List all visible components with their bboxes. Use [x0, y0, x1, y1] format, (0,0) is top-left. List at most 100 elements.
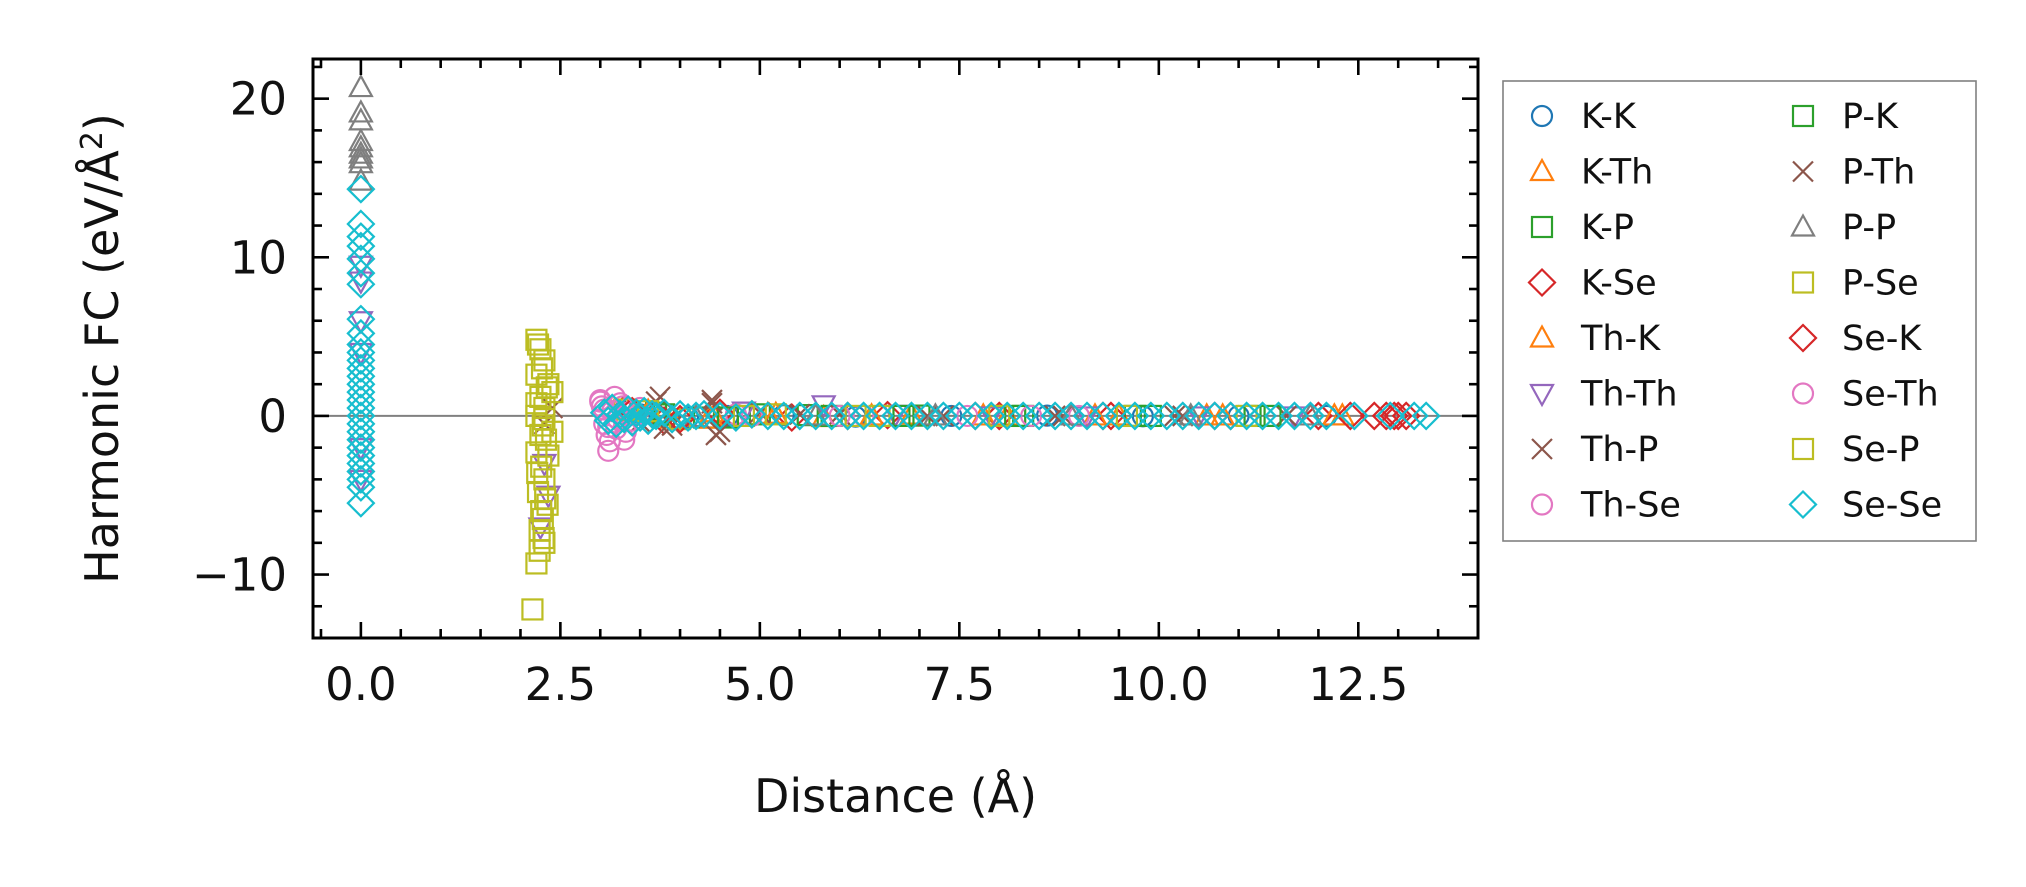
data-point [348, 167, 374, 191]
data-point [346, 456, 376, 486]
data-point [665, 404, 695, 434]
legend-label: Se-P [1842, 430, 1920, 470]
data-point [346, 441, 376, 471]
data-point [1209, 402, 1236, 426]
legend-label: K-Se [1581, 264, 1657, 304]
legend-marker [1530, 493, 1554, 516]
legend-entry: K-K [1530, 97, 1637, 137]
legend-entry: K-Th [1529, 153, 1653, 193]
data-point [346, 417, 376, 447]
x-tick-label: 12.5 [1308, 658, 1408, 711]
data-point [348, 311, 374, 335]
series-p-se [521, 328, 1258, 621]
data-point [1235, 404, 1258, 428]
data-point [346, 329, 376, 360]
legend-label: K-Th [1581, 153, 1653, 193]
y-tick-label: −10 [192, 549, 287, 602]
legend-label: Th-Th [1580, 375, 1678, 415]
data-point [1193, 402, 1220, 426]
legend-entry: P-Se [1791, 264, 1919, 304]
data-point [348, 73, 374, 98]
data-point [1339, 401, 1369, 431]
axis-ticks: 0.0 2.5 5.0 7.5 10.0 12.5 −10 0 10 20 [192, 59, 1480, 711]
legend-marker [1529, 324, 1555, 348]
legend: K-K K-Th K-P K-Se Th-K Th-Th Th-P Th-Se P-K P-Th P… [1502, 80, 1977, 542]
data-point [1052, 405, 1074, 427]
data-point [346, 425, 376, 455]
data-point [346, 337, 376, 368]
data-point [1335, 401, 1365, 431]
data-point [1096, 401, 1126, 431]
data-point [348, 149, 374, 174]
legend-marker [1791, 382, 1815, 405]
x-tick-label: 10.0 [1109, 658, 1209, 711]
legend-entry: Se-Th [1791, 375, 1939, 415]
axes-border [311, 57, 1480, 640]
data-point [533, 531, 556, 554]
data-point [1371, 401, 1401, 431]
data-point [1177, 402, 1204, 426]
legend-entry: P-P [1790, 208, 1896, 248]
legend-marker [1788, 323, 1818, 353]
data-point [625, 402, 655, 433]
data-point [346, 353, 376, 383]
data-point [348, 99, 374, 123]
legend-label: P-P [1842, 208, 1896, 248]
data-point [346, 448, 376, 479]
series-se-p [525, 333, 867, 562]
data-point [534, 487, 557, 510]
plot-area [313, 73, 1478, 621]
data-point [609, 404, 639, 434]
legend-label: Se-Th [1842, 375, 1939, 415]
data-point [348, 140, 374, 164]
data-point [525, 552, 548, 575]
data-point [673, 402, 703, 433]
data-point [537, 373, 560, 396]
data-point [541, 420, 564, 443]
data-point [1399, 401, 1429, 431]
legend-label: K-K [1581, 97, 1637, 137]
data-point [526, 333, 550, 356]
data-point [537, 444, 560, 467]
data-point [346, 345, 376, 375]
data-point [868, 404, 891, 428]
data-point [633, 406, 663, 436]
legend-marker [1791, 104, 1815, 128]
x-tick-label: 7.5 [924, 658, 996, 711]
data-point [526, 461, 549, 485]
legend-marker [1792, 160, 1814, 183]
legend-marker [1529, 157, 1555, 182]
series-th-th [348, 255, 1308, 541]
data-point [346, 361, 376, 391]
y-axis-label-close: ) [75, 113, 129, 131]
legend-label: P-Se [1842, 264, 1919, 304]
legend-marker [1791, 271, 1815, 294]
series-p-p [348, 73, 1324, 428]
x-tick-label: 2.5 [525, 658, 597, 711]
legend-label: P-Th [1842, 153, 1915, 193]
data-point [346, 222, 376, 252]
data-point [346, 472, 376, 502]
legend-label: Se-K [1842, 319, 1922, 359]
data-point [346, 393, 376, 423]
data-point [532, 526, 555, 550]
data-point [1311, 401, 1341, 431]
y-axis-label-main: Harmonic FC (eV/Å [75, 150, 129, 584]
legend-box [1502, 80, 1977, 542]
data-point [1375, 401, 1405, 431]
legend-label: Th-K [1580, 319, 1661, 359]
data-point [346, 209, 376, 239]
data-point [1303, 401, 1333, 431]
data-point [346, 488, 376, 518]
legend-marker [1791, 437, 1815, 461]
legend-entry: Se-K [1788, 319, 1922, 359]
data-point [617, 407, 647, 437]
legend-entry: Se-Se [1788, 486, 1942, 526]
data-point [681, 401, 711, 431]
legend-entry: Se-P [1791, 430, 1920, 470]
data-point [348, 107, 374, 131]
y-axis-label-superscript: 2 [75, 131, 110, 150]
data-point [346, 369, 376, 399]
data-point [530, 499, 553, 523]
